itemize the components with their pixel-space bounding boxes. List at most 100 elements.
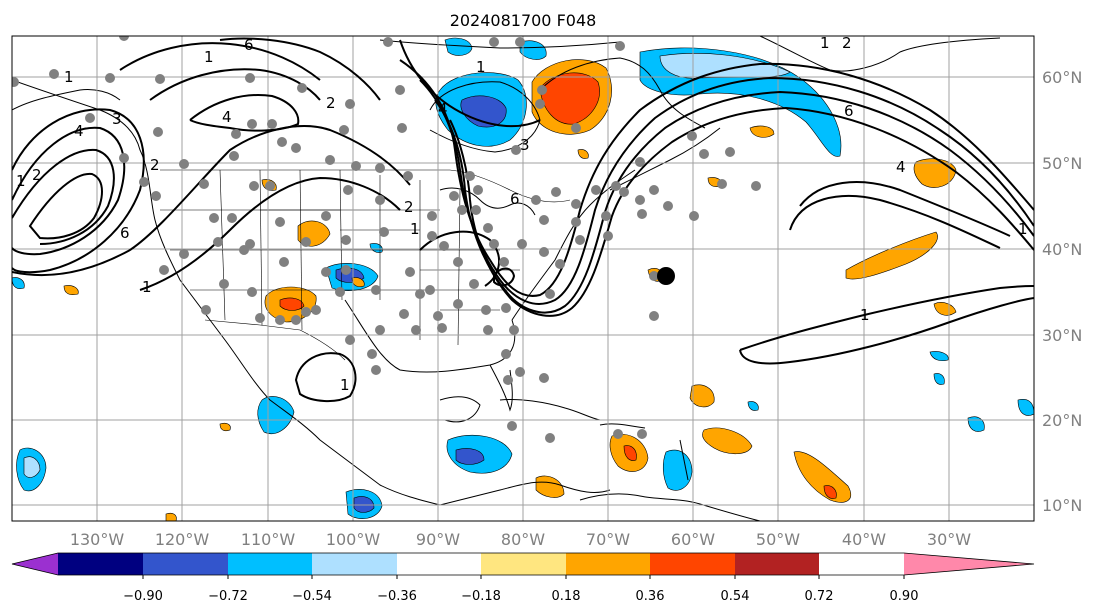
map-border bbox=[11, 35, 1035, 522]
shade-top-small-blue2 bbox=[519, 40, 547, 60]
contour-label: 3 bbox=[112, 110, 122, 128]
colorbar-ticks bbox=[142, 575, 905, 579]
shade-caribbean-red bbox=[623, 445, 637, 461]
contour-east-trough-4 bbox=[449, 106, 1034, 317]
contour-label: 3 bbox=[520, 136, 530, 154]
colorbar-tick-label: −0.18 bbox=[461, 589, 501, 604]
coast-us-east bbox=[511, 169, 636, 321]
contour-label: 6 bbox=[844, 102, 854, 120]
contour-label: 1 bbox=[142, 278, 152, 296]
contour-label: 4 bbox=[896, 158, 906, 176]
contour-label: 4 bbox=[74, 122, 84, 140]
contour-label: 1 bbox=[476, 58, 486, 76]
contour-label: 2 bbox=[404, 198, 414, 216]
contour-labels: 1 1 2 3 4 6 1 2 4 6 1 2 1 4 3 2 6 1 1 1 … bbox=[16, 34, 1028, 394]
colorbar-tick-label: −0.72 bbox=[208, 589, 248, 604]
contour-west-upper-3 bbox=[189, 94, 300, 132]
shade-canada-small-orange bbox=[577, 149, 589, 159]
contour-label: 1 bbox=[1018, 220, 1028, 238]
contour-label: 4 bbox=[222, 108, 232, 126]
contour-label: 1 bbox=[820, 34, 830, 52]
colorbar-segment bbox=[650, 553, 735, 575]
colorbar-tick-label: 0.36 bbox=[636, 589, 665, 604]
contour-label: 2 bbox=[842, 34, 852, 52]
shade-atl-orange-mid bbox=[702, 427, 753, 455]
contour-label: 1 bbox=[16, 172, 26, 190]
shade-atl-orange-low bbox=[793, 451, 852, 503]
colorbar-extend-min bbox=[12, 553, 59, 575]
colorbar-segment bbox=[58, 553, 143, 575]
lon-tick-label: 30°W bbox=[927, 530, 971, 549]
contour-label: 1 bbox=[340, 376, 350, 394]
contour-ridge-west bbox=[12, 125, 411, 277]
shade-atl-orange-small2 bbox=[933, 302, 957, 316]
map-panel: 1 1 2 3 4 6 1 2 4 6 1 2 1 4 3 2 6 1 1 1 … bbox=[12, 34, 1034, 521]
lat-tick-label: 40°N bbox=[1042, 240, 1082, 259]
coast-labrador bbox=[539, 57, 706, 129]
colorbar-tick-label: −0.90 bbox=[123, 589, 163, 604]
contour-atlantic-1 bbox=[739, 285, 1034, 351]
colorbar-tick-labels: −0.90 −0.72 −0.54 −0.36 −0.18 0.18 0.36 … bbox=[123, 589, 918, 604]
colorbar-segment bbox=[143, 553, 228, 575]
lon-tick-label: 110°W bbox=[241, 530, 296, 549]
contour-label: 2 bbox=[326, 94, 336, 112]
coast-lesser-antilles bbox=[679, 439, 689, 481]
shade-quebec-red bbox=[539, 72, 600, 125]
shade-epac-mid bbox=[353, 496, 375, 513]
border-us-mexico bbox=[204, 319, 346, 361]
coast-south-am bbox=[579, 493, 761, 521]
colorbar-segment bbox=[397, 553, 481, 575]
coast-maritimes bbox=[609, 127, 721, 191]
storm-center-marker bbox=[657, 267, 675, 285]
lon-tick-label: 100°W bbox=[326, 530, 381, 549]
contour-label: 1 bbox=[64, 68, 74, 86]
shade-atl-orange-small3 bbox=[749, 125, 775, 138]
contour-label: 1 bbox=[204, 48, 214, 66]
shade-pac-small-orange1 bbox=[63, 285, 79, 296]
negative-anomaly-shading bbox=[12, 37, 1034, 519]
coast-yucatan bbox=[439, 396, 481, 423]
station-dots bbox=[12, 36, 761, 443]
coast-hispaniola bbox=[599, 423, 646, 429]
contour-mexico-low bbox=[294, 352, 357, 402]
contour-pacific-low-3 bbox=[12, 148, 115, 245]
shade-atl-small-blue1 bbox=[929, 351, 949, 362]
shade-edge-left-blue bbox=[12, 277, 25, 289]
colorbar-segment bbox=[228, 553, 312, 575]
shade-top-small-blue bbox=[444, 37, 473, 56]
shade-caribbean-blue bbox=[662, 449, 693, 491]
coast-pacific-nw bbox=[12, 79, 441, 506]
contour-west-upper bbox=[119, 42, 321, 81]
contour-pacific-low-2 bbox=[12, 126, 126, 256]
shade-atl-small-blue5 bbox=[747, 401, 759, 411]
contour-atlantic-1b bbox=[739, 297, 1034, 365]
contour-label: 2 bbox=[32, 166, 42, 184]
shade-southwest-red bbox=[279, 297, 305, 311]
colorbar-segment bbox=[312, 553, 397, 575]
shade-epac-small-orange bbox=[165, 512, 177, 521]
contour-label: 1 bbox=[860, 306, 870, 324]
shade-atl-red-low bbox=[823, 485, 837, 499]
shade-east-atl-band bbox=[845, 231, 938, 280]
contour-pacific-low-4 bbox=[28, 172, 103, 240]
colorbar-tick-label: 0.54 bbox=[721, 589, 750, 604]
colorbar-segment bbox=[735, 553, 819, 575]
lat-tick-label: 50°N bbox=[1042, 154, 1082, 173]
contour-east-trough-1 bbox=[399, 59, 1034, 297]
lon-tick-label: 80°W bbox=[501, 530, 545, 549]
colorbar-tick-label: −0.54 bbox=[292, 589, 332, 604]
lat-tick-label: 20°N bbox=[1042, 411, 1082, 430]
shade-mexico-blue bbox=[257, 396, 295, 434]
colorbar-segment bbox=[566, 553, 650, 575]
shade-pacific-blue-light bbox=[23, 456, 41, 478]
contour-small-low bbox=[493, 267, 516, 287]
colorbar-tick-label: 0.90 bbox=[890, 589, 919, 604]
coast-central-am bbox=[439, 481, 611, 506]
latitude-axis: 60°N 50°N 40°N 30°N 20°N 10°N bbox=[1042, 68, 1082, 515]
contour-canada-north bbox=[399, 39, 541, 128]
colorbar: −0.90 −0.72 −0.54 −0.36 −0.18 0.18 0.36 … bbox=[11, 552, 1035, 604]
contour-atlantic-ridge bbox=[799, 181, 1011, 237]
shade-atl-small-blue4 bbox=[1017, 399, 1034, 416]
contour-label: 6 bbox=[510, 190, 520, 208]
